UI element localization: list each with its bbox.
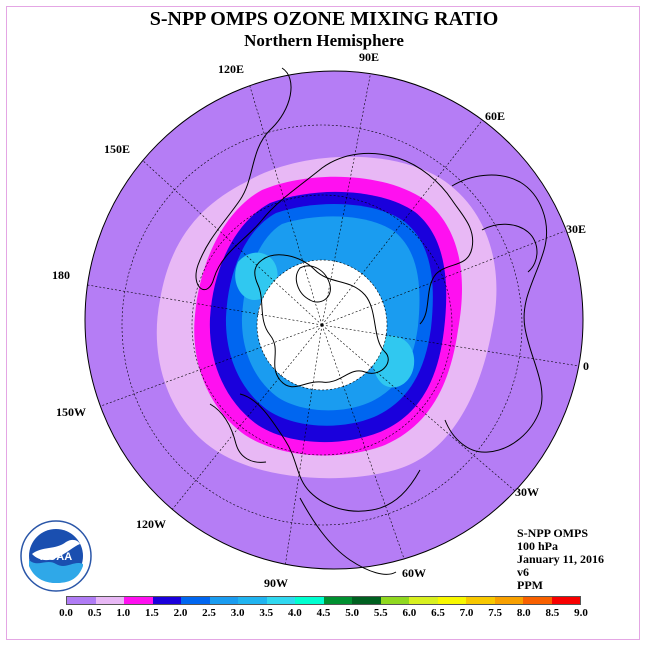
- legend-swatch: [95, 597, 124, 604]
- legend-swatch: [295, 597, 324, 604]
- legend-swatch: [466, 597, 495, 604]
- legend-swatch: [238, 597, 267, 604]
- legend-tick-label: 5.0: [345, 607, 359, 619]
- legend-tick-label: 3.0: [230, 607, 245, 619]
- legend-tick-label: 4.5: [316, 607, 331, 619]
- legend-swatch: [437, 597, 466, 604]
- info-version: v6: [517, 565, 529, 579]
- map-title: S-NPP OMPS OZONE MIXING RATIO: [149, 8, 499, 30]
- legend-swatch: [380, 597, 409, 604]
- lon-label-90w: 90W: [264, 576, 288, 590]
- legend-swatch: [266, 597, 295, 604]
- legend-tick-label: 4.0: [288, 607, 302, 619]
- legend-tick-label: 6.5: [431, 607, 445, 619]
- map-subtitle: Northern Hemisphere: [244, 31, 404, 50]
- info-units: PPM: [517, 578, 543, 592]
- legend-tick-label: 1.0: [116, 607, 131, 619]
- plot-frame: [6, 6, 640, 640]
- noaa-logo: NOAA: [20, 520, 92, 592]
- graticule: [85, 71, 580, 569]
- legend-swatch: [409, 597, 438, 604]
- legend-swatch: [152, 597, 181, 604]
- lon-label-60e: 60E: [485, 109, 506, 123]
- lon-label-60w: 60W: [402, 566, 426, 580]
- lon-label-0: 0: [583, 359, 589, 373]
- legend-tick-label: 2.0: [173, 607, 188, 619]
- lon-label-30w: 30W: [515, 485, 539, 499]
- info-date: January 11, 2016: [517, 552, 605, 566]
- coastlines: [195, 67, 547, 575]
- lon-label-150e: 150E: [104, 142, 131, 156]
- legend-tick-label: 2.5: [202, 607, 216, 619]
- legend-swatch: [551, 597, 580, 604]
- product-info: S-NPP OMPS 100 hPa January 11, 2016 v6 P…: [517, 527, 604, 592]
- legend-colorbar: [66, 596, 581, 605]
- legend-swatch: [323, 597, 352, 604]
- legend-swatch: [523, 597, 552, 604]
- legend-tick-label: 9.0: [574, 607, 588, 619]
- legend-tick-label: 0.0: [59, 607, 73, 619]
- noaa-logo-text: NOAA: [40, 551, 72, 563]
- legend-swatch: [67, 597, 96, 604]
- legend-tick-label: 1.5: [144, 607, 159, 619]
- info-level: 100 hPa: [517, 539, 559, 553]
- legend-swatch: [494, 597, 523, 604]
- legend-tick-label: 6.0: [402, 607, 417, 619]
- legend-tick-label: 3.5: [259, 607, 274, 619]
- legend-swatch: [352, 597, 381, 604]
- lon-label-120w: 120W: [136, 517, 166, 531]
- lon-label-150w: 150W: [56, 405, 86, 419]
- legend-tick-label: 0.5: [87, 607, 102, 619]
- legend-swatch: [124, 597, 153, 604]
- legend-tick-label: 8.0: [516, 607, 531, 619]
- legend-ticks: 0.0 0.5 1.0 1.5 2.0 2.5 3.0 3.5 4.0 4.5 5.0 5.5 6.0 6…: [0, 607, 648, 623]
- legend-tick-label: 8.5: [545, 607, 560, 619]
- info-instrument: S-NPP OMPS: [517, 526, 588, 540]
- legend-tick-label: 7.0: [459, 607, 474, 619]
- legend-tick-label: 5.5: [373, 607, 388, 619]
- ozone-band-3.0-3.5: [235, 252, 278, 300]
- legend-swatch: [209, 597, 238, 604]
- lon-label-30e: 30E: [566, 222, 587, 236]
- globe-outline: [84, 70, 584, 570]
- legend-swatch: [181, 597, 210, 604]
- lon-label-180: 180: [52, 268, 70, 282]
- legend-tick-label: 7.5: [488, 607, 503, 619]
- lon-label-90e: 90E: [359, 50, 380, 64]
- lon-label-120e: 120E: [218, 62, 245, 76]
